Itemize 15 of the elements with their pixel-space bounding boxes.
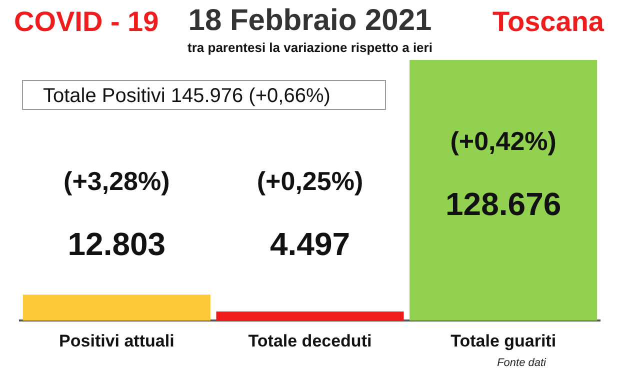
data-label: 4.497 [270, 226, 350, 262]
chart-title: 18 Febbraio 2021 [188, 4, 432, 37]
annotation: (+3,28%) [64, 166, 170, 196]
x-tick-label: Positivi attuali [59, 331, 174, 350]
label-box: Totale Positivi 145.976 (+0,66%) [22, 80, 386, 110]
x-tick-label: Totale deceduti [248, 331, 372, 350]
data-label: 12.803 [68, 226, 166, 262]
annotation: (+0,42%) [450, 126, 556, 156]
source-note: Fonte dati [497, 357, 546, 369]
text: Toscana [492, 6, 604, 38]
data-label: 128.676 [445, 186, 562, 222]
chart-subtitle: tra parentesi la variazione rispetto a ieri [186, 40, 434, 55]
text: COVID - 19 [14, 6, 159, 38]
annotation: (+0,25%) [256, 166, 364, 196]
x-tick-label: Totale guariti [450, 331, 556, 350]
